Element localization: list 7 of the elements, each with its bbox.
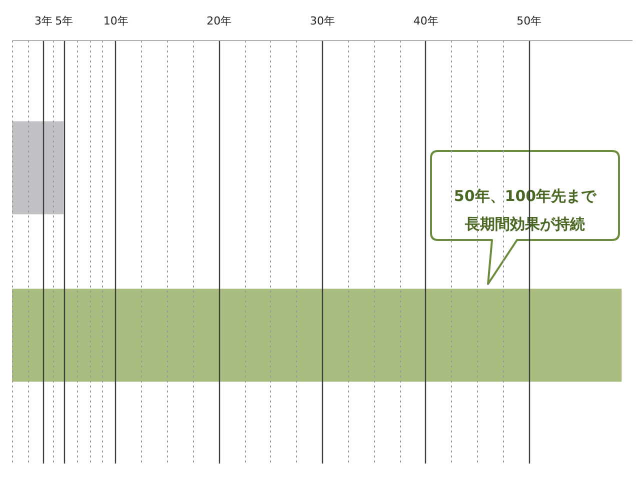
x-tick-label: 20年 [206,14,232,28]
x-tick-label: 30年 [310,14,335,28]
x-tick-label: 5年 [55,14,74,28]
x-tick-label: 40年 [413,14,438,28]
x-tick-label: 50年 [516,14,542,28]
x-tick-label: 10年 [103,14,128,28]
x-tick-label: 3年 [34,14,52,28]
